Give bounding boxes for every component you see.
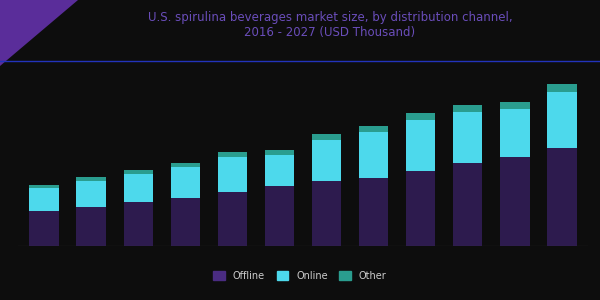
Bar [218, 157, 247, 192]
Bar [218, 192, 247, 246]
Bar [406, 120, 436, 171]
Bar [453, 163, 482, 246]
Bar [76, 182, 106, 207]
Bar [312, 140, 341, 182]
Bar [359, 132, 388, 178]
Bar [265, 150, 294, 155]
Bar [453, 105, 482, 112]
Bar [500, 102, 530, 109]
Bar [547, 84, 577, 92]
Bar [547, 92, 577, 148]
Bar [359, 178, 388, 246]
Bar [359, 126, 388, 132]
Bar [406, 171, 436, 246]
Bar [29, 211, 59, 246]
Bar [406, 113, 436, 120]
Bar [170, 163, 200, 167]
Bar [76, 177, 106, 182]
Legend: Offline, Online, Other: Offline, Online, Other [209, 267, 391, 285]
Bar [124, 202, 153, 246]
Bar [170, 198, 200, 246]
Bar [265, 186, 294, 246]
Bar [265, 155, 294, 186]
Polygon shape [0, 0, 78, 66]
Bar [124, 170, 153, 174]
Bar [170, 167, 200, 198]
Bar [500, 157, 530, 246]
Bar [29, 188, 59, 211]
Bar [29, 185, 59, 188]
Bar [453, 112, 482, 163]
Bar [500, 109, 530, 157]
Bar [312, 182, 341, 246]
Bar [76, 207, 106, 246]
Bar [312, 134, 341, 140]
Bar [547, 148, 577, 246]
Text: U.S. spirulina beverages market size, by distribution channel,
2016 - 2027 (USD : U.S. spirulina beverages market size, by… [148, 11, 512, 39]
Bar [124, 174, 153, 202]
Bar [218, 152, 247, 157]
